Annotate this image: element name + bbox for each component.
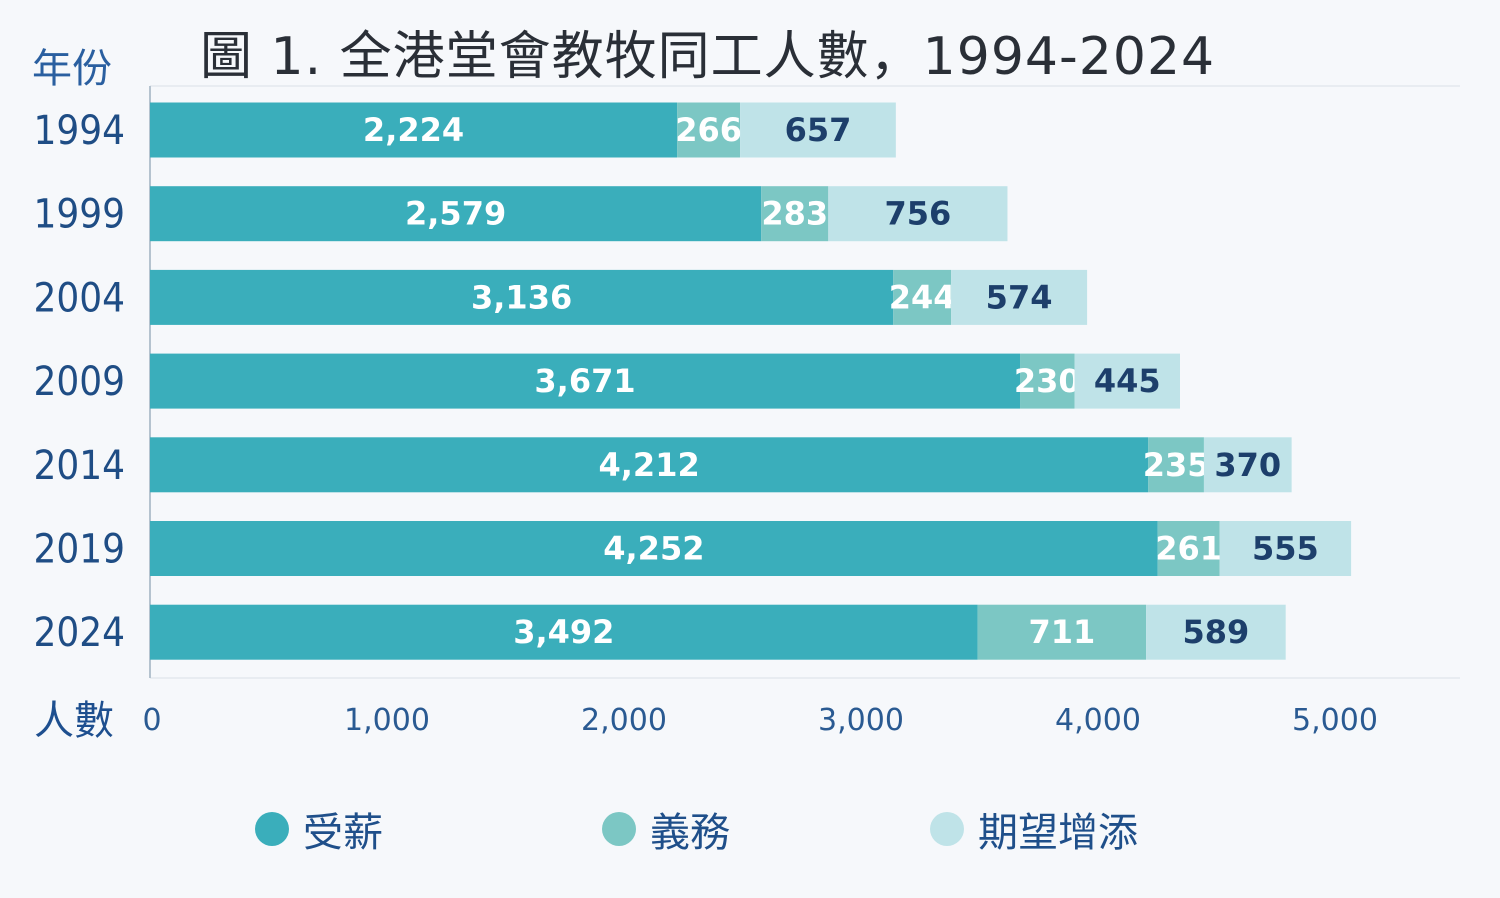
x-tick-label-3000: 3,000: [818, 703, 904, 738]
value-label-volunteer-1994: 266: [675, 111, 742, 149]
bar-hoped-1994: [740, 102, 896, 158]
value-label-paid-2009: 3,671: [534, 362, 635, 400]
bar-hoped-2004: [951, 269, 1088, 325]
x-tick-label-4000: 4,000: [1055, 703, 1141, 738]
bar-volunteer-2009: [1020, 353, 1075, 409]
bar-volunteer-2004: [893, 269, 952, 325]
value-label-volunteer-2024: 711: [1028, 613, 1095, 651]
legend-label-paid: 受薪: [303, 810, 383, 856]
value-label-hoped-2004: 574: [986, 278, 1053, 316]
bar-volunteer-2024: [977, 604, 1147, 660]
x-tick-label-5000: 5,000: [1292, 703, 1378, 738]
bar-volunteer-1994: [677, 102, 741, 158]
legend-item-volunteer: 義務: [602, 800, 730, 858]
x-tick-label-2000: 2,000: [581, 703, 667, 738]
bar-hoped-1999: [828, 186, 1008, 242]
y-tick-label-1994: 1994: [33, 108, 125, 154]
bar-hoped-2019: [1219, 521, 1352, 576]
bar-paid-2004: [150, 269, 894, 325]
value-label-paid-2004: 3,136: [471, 278, 572, 316]
legend-swatch-hoped: [930, 812, 964, 846]
legend-swatch-volunteer: [602, 812, 636, 846]
y-tick-label-1999: 1999: [33, 192, 125, 238]
x-tick-label-0: 0: [142, 703, 161, 738]
value-label-hoped-1994: 657: [785, 111, 852, 149]
y-tick-label-2009: 2009: [33, 359, 125, 405]
chart-title: 圖 1. 全港堂會教牧同工人數，1994-2024: [200, 27, 1216, 87]
value-label-hoped-2009: 445: [1094, 362, 1161, 400]
value-label-volunteer-2019: 261: [1155, 530, 1222, 568]
y-tick-label-2024: 2024: [33, 610, 125, 656]
bar-volunteer-1999: [761, 186, 829, 242]
value-label-paid-1999: 2,579: [405, 195, 506, 233]
value-label-volunteer-2004: 244: [889, 278, 956, 316]
legend-label-hoped: 期望增添: [978, 810, 1138, 856]
value-label-hoped-2019: 555: [1252, 530, 1319, 568]
value-label-paid-2014: 4,212: [599, 446, 700, 484]
value-label-hoped-2024: 589: [1183, 613, 1250, 651]
x-tick-label-1000: 1,000: [344, 703, 430, 738]
y-tick-label-2019: 2019: [33, 527, 125, 573]
bar-hoped-2014: [1203, 437, 1292, 493]
legend-label-volunteer: 義務: [650, 810, 730, 856]
legend-item-paid: 受薪: [255, 800, 383, 858]
bar-paid-1999: [150, 186, 762, 242]
value-label-paid-1994: 2,224: [363, 111, 464, 149]
value-label-volunteer-2014: 235: [1143, 446, 1210, 484]
bar-paid-2024: [150, 604, 978, 660]
y-tick-label-2014: 2014: [33, 443, 125, 489]
legend-item-hoped: 期望增添: [930, 800, 1138, 858]
value-label-hoped-2014: 370: [1214, 446, 1281, 484]
bar-volunteer-2014: [1148, 437, 1204, 493]
value-label-paid-2019: 4,252: [603, 530, 704, 568]
value-label-volunteer-2009: 230: [1014, 362, 1081, 400]
value-label-paid-2024: 3,492: [513, 613, 614, 651]
value-label-volunteer-1999: 283: [761, 195, 828, 233]
legend-swatch-paid: [255, 812, 289, 846]
bar-paid-1994: [150, 102, 678, 158]
bar-paid-2019: [150, 521, 1158, 576]
bar-paid-2014: [150, 437, 1149, 493]
bar-hoped-2024: [1146, 604, 1286, 660]
bar-hoped-2009: [1074, 353, 1181, 409]
bar-volunteer-2019: [1157, 521, 1220, 576]
x-axis-title: 人數: [34, 698, 114, 744]
y-axis-title: 年份: [32, 46, 112, 92]
y-tick-label-2004: 2004: [33, 275, 125, 321]
bar-paid-2009: [150, 353, 1021, 409]
stacked-bar-chart: 2,224 266 657 1994 2,579 283 756 1999 3,136 244 57…: [33, 85, 1460, 738]
value-label-hoped-1999: 756: [884, 195, 951, 233]
